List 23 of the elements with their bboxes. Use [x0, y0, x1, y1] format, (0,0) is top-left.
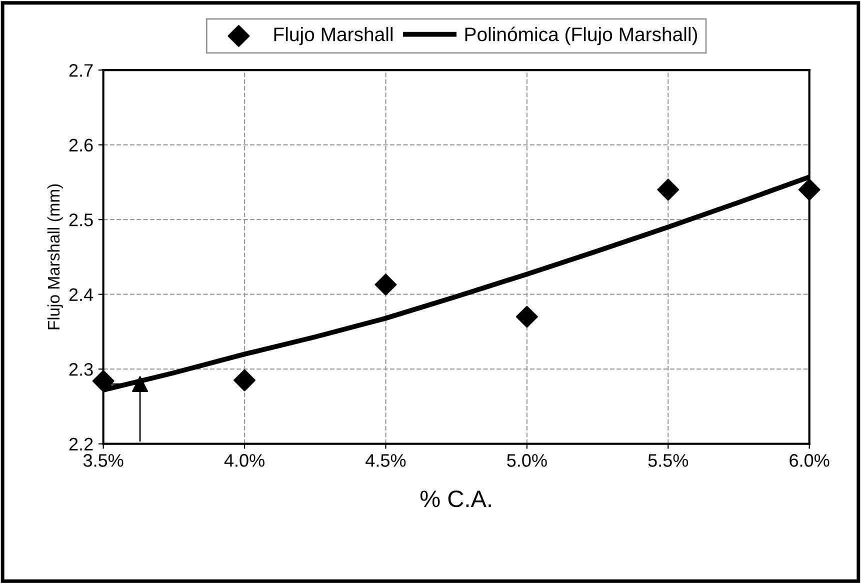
- y-tick-label: 2.7: [69, 64, 93, 77]
- x-tick-label: 6.0%: [790, 454, 830, 467]
- legend-label: Polinómica (Flujo Marshall): [465, 26, 698, 46]
- y-tick-label: 2.3: [69, 363, 93, 376]
- point: [657, 178, 680, 201]
- x-tick-label: 4.5%: [366, 454, 406, 467]
- point: [516, 306, 538, 328]
- x-axis-title: % C.A.: [420, 490, 491, 508]
- point: [234, 369, 256, 392]
- point: [132, 376, 148, 392]
- legend-label: Flujo Marshall: [274, 26, 392, 46]
- x-tick-label: 5.0%: [507, 454, 547, 467]
- y-tick-label: 2.5: [69, 214, 93, 226]
- point: [374, 274, 397, 296]
- y-axis-title: Flujo Marshall (mm): [47, 184, 63, 330]
- x-tick-label: 5.5%: [648, 454, 688, 467]
- x-tick-label: 3.5%: [83, 454, 124, 467]
- x-tick-label: 4.0%: [224, 454, 264, 467]
- y-tick-label: 2.6: [69, 138, 93, 152]
- y-tick-label: 2.2: [69, 438, 93, 450]
- y-tick-label: 2.4: [69, 288, 94, 301]
- point: [798, 178, 820, 201]
- point: [92, 370, 114, 392]
